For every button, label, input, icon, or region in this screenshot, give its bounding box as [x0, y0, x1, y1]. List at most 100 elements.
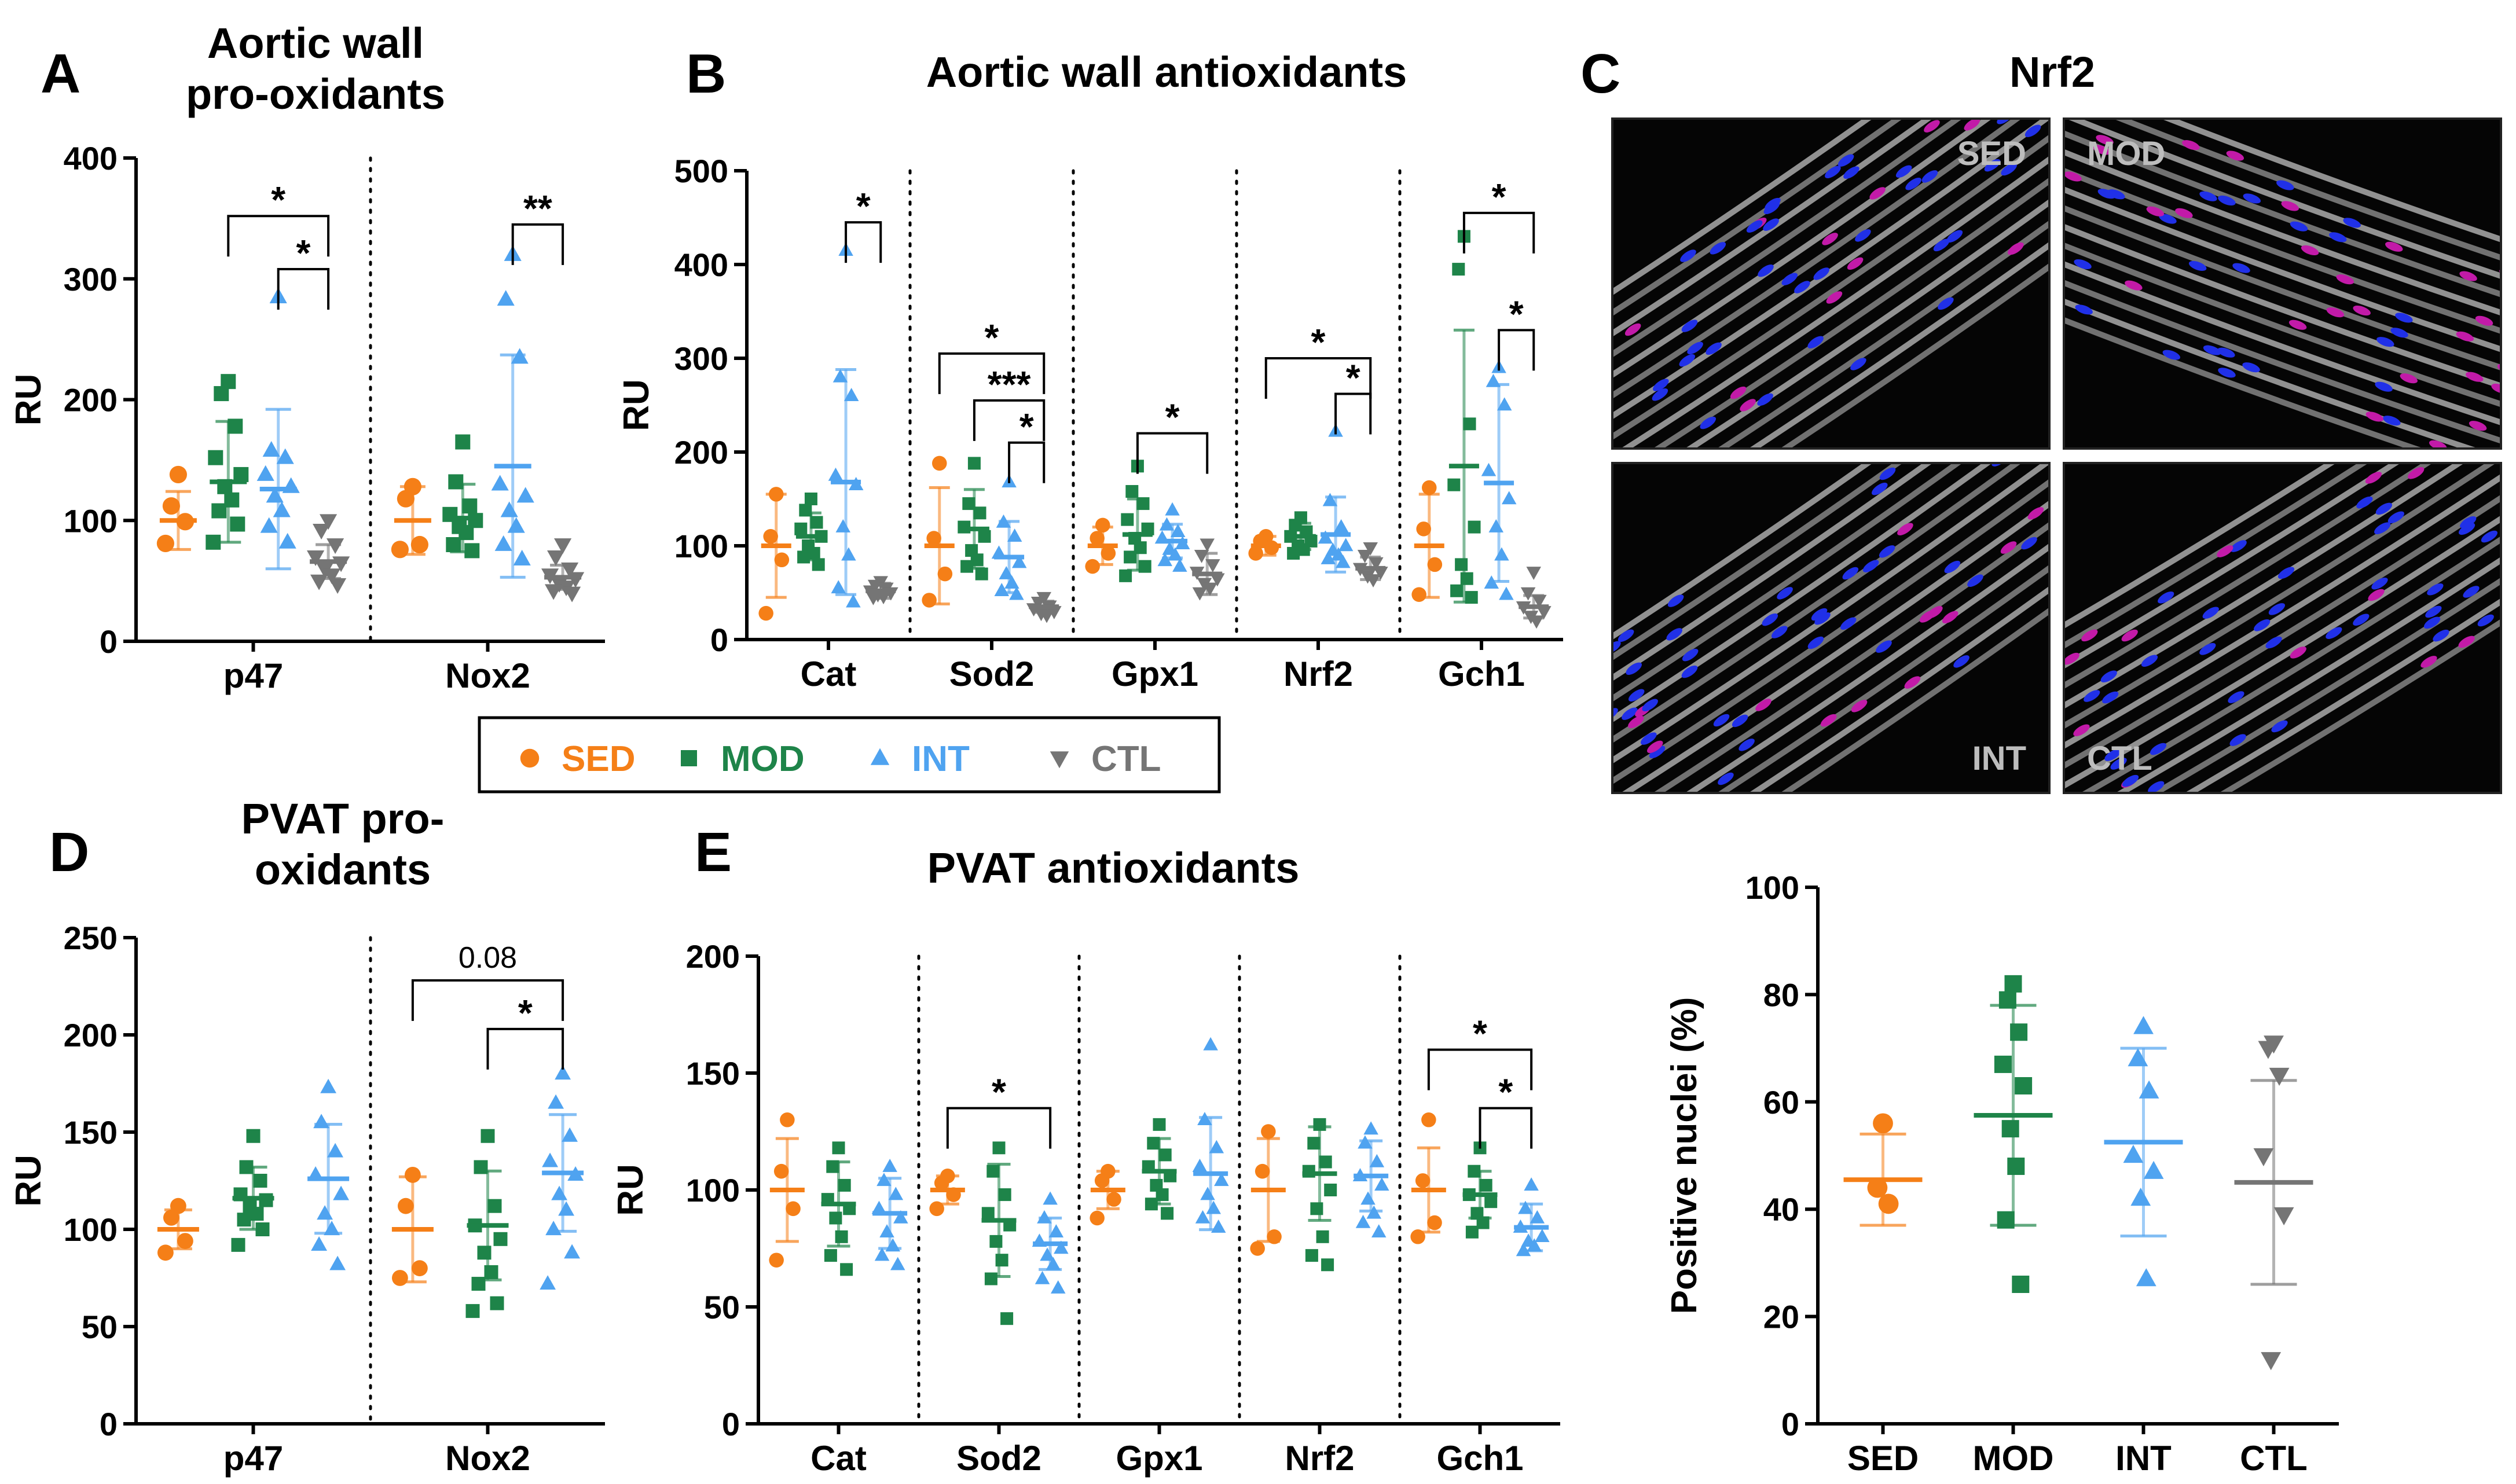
data-point — [1416, 521, 1431, 537]
data-point — [481, 1129, 495, 1143]
data-point — [307, 550, 325, 566]
bracket-line — [1136, 432, 1209, 474]
data-point — [838, 1178, 851, 1192]
nucleus — [1681, 319, 1698, 332]
data-point — [404, 1167, 421, 1183]
nucleus — [2217, 545, 2233, 557]
panel-b: B Aortic wall antioxidants 0 100 200 300 400… — [617, 43, 1563, 693]
nucleus — [1588, 319, 1608, 337]
data-point — [1094, 1173, 1110, 1188]
data-point — [824, 1249, 837, 1262]
data-point — [1157, 553, 1173, 567]
x-tick-label: Nrf2 — [1285, 1439, 1354, 1478]
legend-label-sed: SED — [562, 739, 635, 779]
nucleus — [1919, 610, 1936, 623]
nucleus — [2182, 140, 2200, 150]
data-point — [1316, 1230, 1329, 1243]
bracket-line — [1427, 1048, 1533, 1090]
panel-d: D PVAT pro- oxidants 0 50 100 150 200 250 RU p4… — [9, 795, 605, 1478]
bracket-line — [411, 979, 564, 1021]
data-point — [563, 586, 581, 603]
nucleus — [2420, 656, 2437, 668]
significance-bracket: * — [1334, 357, 1372, 435]
data-point — [774, 552, 790, 568]
nucleus — [2387, 511, 2404, 524]
legend-item-ctl: CTL — [1050, 739, 1161, 779]
nucleus — [2218, 195, 2236, 205]
y-tick-label: 80 — [1763, 976, 1799, 1013]
nucleus — [2371, 577, 2388, 590]
data-point — [1085, 559, 1100, 574]
tissue-fiber — [2064, 186, 2501, 352]
y-tick-label: 150 — [64, 1114, 118, 1151]
significance-label: * — [1473, 1013, 1487, 1055]
series-int — [828, 243, 864, 608]
tissue-fiber — [1748, 241, 2049, 449]
data-point — [888, 1187, 904, 1200]
data-point — [893, 1210, 908, 1224]
data-point — [1048, 1224, 1064, 1237]
data-point — [320, 1078, 337, 1093]
data-point — [327, 538, 344, 554]
tissue-fiber — [1612, 119, 1993, 379]
micrograph-frame — [1611, 462, 2051, 794]
nucleus — [1820, 714, 1837, 727]
data-point — [2015, 1077, 2033, 1094]
data-point — [934, 1176, 949, 1191]
series-int — [871, 1158, 908, 1270]
data-point — [2001, 1120, 2019, 1138]
data-point — [1046, 1257, 1061, 1270]
data-point — [1358, 1135, 1373, 1149]
nucleus — [1869, 187, 1886, 200]
tissue-fiber — [2184, 598, 2501, 793]
y-tick-label: 300 — [674, 340, 728, 377]
significance-bracket: * — [1479, 1071, 1533, 1149]
data-point — [1369, 557, 1384, 571]
tissue-fiber — [2064, 463, 2465, 710]
nucleus — [1838, 154, 1854, 167]
series-int — [491, 245, 534, 579]
bracket-line — [1008, 441, 1046, 483]
nucleus — [2460, 516, 2477, 528]
data-point — [829, 1211, 842, 1225]
data-point — [826, 1160, 839, 1173]
data-point — [1159, 517, 1175, 531]
tissue-fiber — [1612, 119, 1873, 296]
series-sed — [1411, 480, 1444, 602]
nucleus — [2228, 691, 2244, 703]
data-point — [1463, 417, 1476, 431]
significance-label: * — [1019, 406, 1034, 447]
y-tick-label: 0 — [1781, 1406, 1799, 1442]
nucleus — [2100, 670, 2117, 683]
data-point — [1415, 1173, 1431, 1188]
nucleus — [2408, 467, 2425, 479]
data-point — [1125, 485, 1139, 498]
nucleus — [1895, 165, 1912, 178]
bracket-line — [486, 1027, 564, 1070]
nucleus — [1641, 732, 1657, 745]
data-point — [992, 1141, 1006, 1155]
series-mod — [1119, 460, 1154, 582]
data-point — [1313, 1118, 1326, 1131]
data-point — [1994, 1055, 2012, 1073]
nucleus — [2064, 652, 2079, 665]
nucleus — [1997, 119, 2013, 124]
significance-label: * — [296, 232, 310, 274]
legend-box — [478, 716, 1221, 794]
data-point — [214, 386, 229, 402]
data-point — [462, 498, 478, 514]
data-point — [231, 1237, 245, 1252]
data-point — [324, 1221, 340, 1236]
data-point — [547, 550, 565, 566]
nucleus — [2385, 241, 2403, 252]
tissue-fiber — [1612, 463, 1903, 661]
data-point — [1145, 1198, 1158, 1211]
data-point — [211, 503, 227, 519]
tissue-section — [2064, 463, 2501, 793]
nucleus — [1730, 386, 1747, 399]
significance-label: * — [1509, 293, 1524, 335]
data-point — [273, 501, 291, 517]
nucleus — [1649, 745, 1666, 759]
nucleus — [2427, 583, 2444, 596]
data-point — [1427, 1215, 1442, 1230]
